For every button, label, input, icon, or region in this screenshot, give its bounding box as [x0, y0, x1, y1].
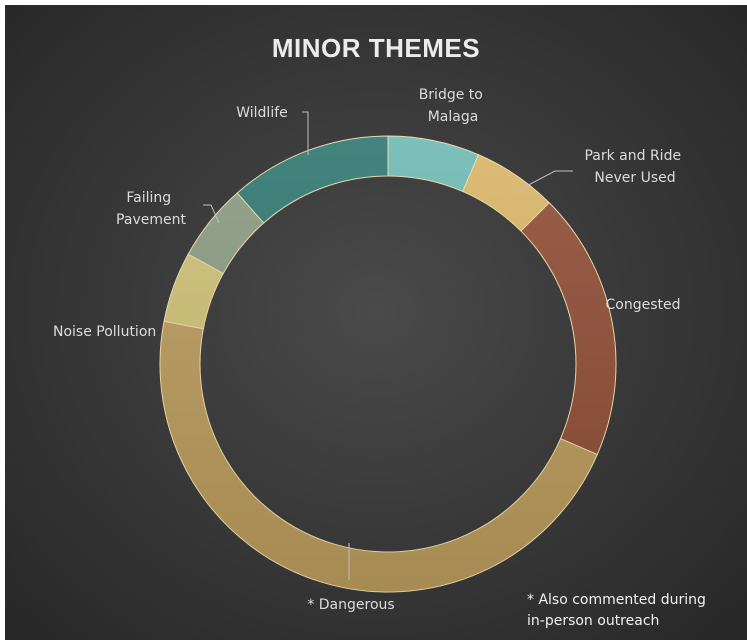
- label-dangerous: * Dangerous: [307, 597, 394, 613]
- slice-dangerous: [159, 320, 598, 593]
- leader-line-failing-pavement: [203, 204, 220, 224]
- leader-line-wildlife: [302, 111, 309, 155]
- footnote: * Also commented during in-person outrea…: [527, 590, 742, 632]
- donut-sheen: [160, 136, 616, 592]
- leader-line-park-and-ride: [516, 170, 573, 192]
- label-park-and-ride-never-used: Park and Ride Never Used: [584, 148, 685, 186]
- donut-slices: [159, 135, 617, 593]
- footnote-line-2: in-person outreach: [527, 613, 660, 629]
- donut-chart: Bridge to Malaga Park and Ride Never Use…: [53, 87, 685, 613]
- footnote-line-1: * Also commented during: [527, 592, 706, 608]
- label-wildlife: Wildlife: [236, 105, 288, 121]
- label-bridge-to-malaga: Bridge to Malaga: [419, 87, 488, 125]
- leader-lines: [203, 111, 573, 580]
- label-noise-pollution: Noise Pollution: [53, 324, 156, 340]
- label-congested: Congested: [606, 297, 681, 313]
- chart-title: MINOR THEMES: [271, 33, 481, 63]
- label-failing-pavement: Failing Pavement: [116, 190, 186, 228]
- chart-area: MINOR THEMES Bridge to Malaga Park and R…: [5, 5, 747, 640]
